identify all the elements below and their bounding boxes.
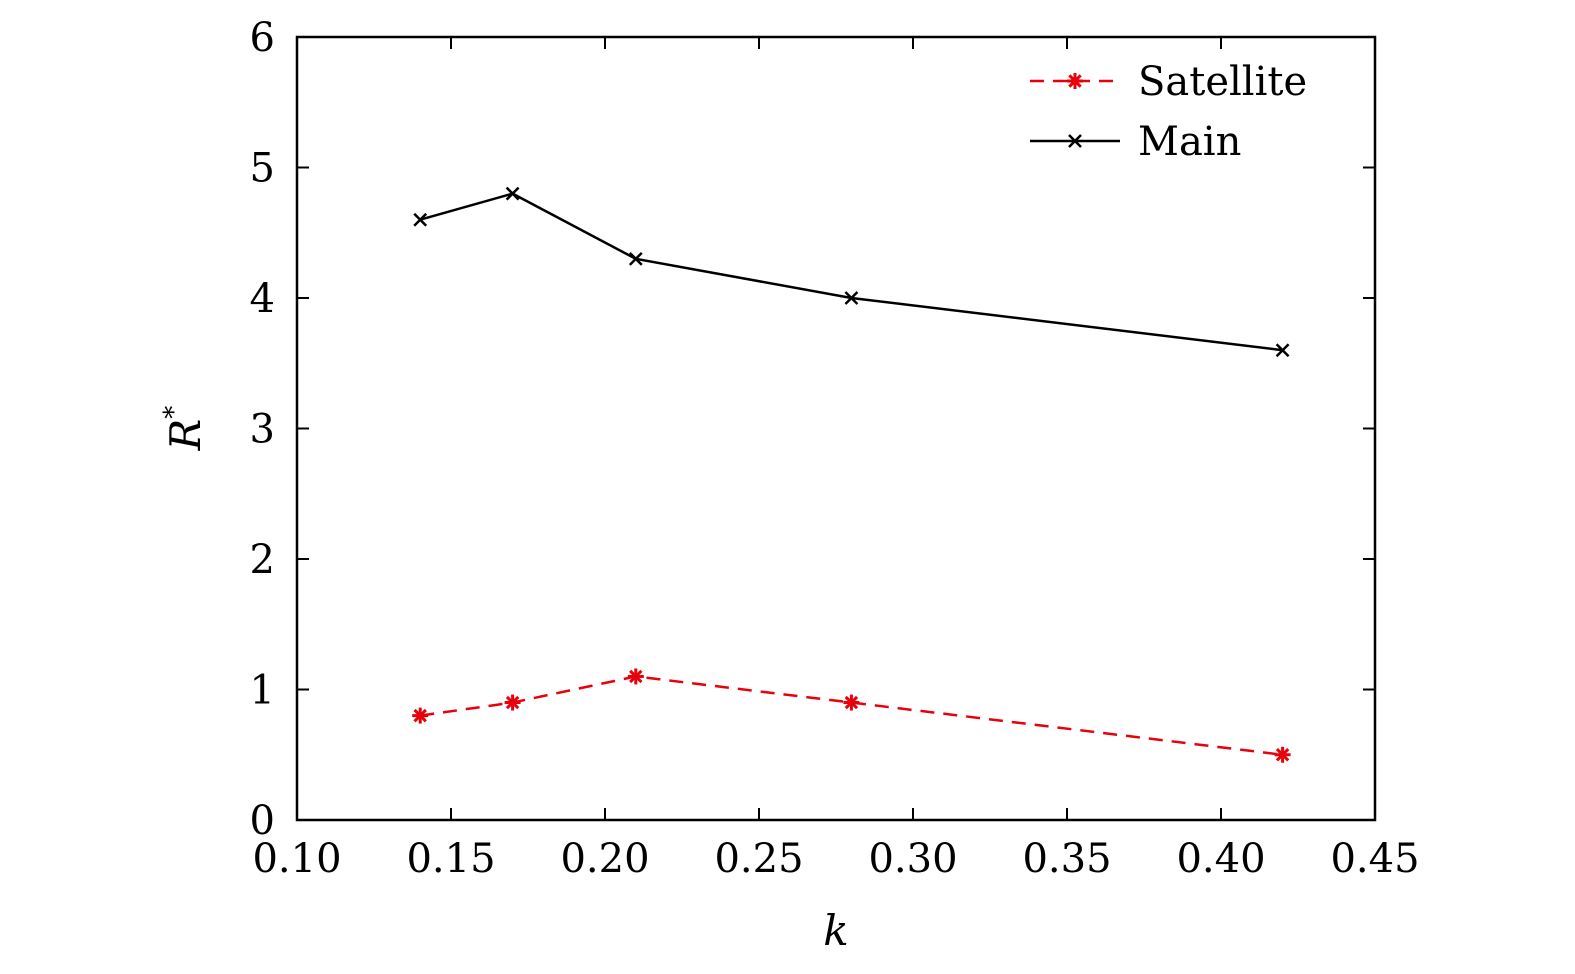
data-point-satellite [1274,746,1291,763]
x-tick-label: 0.20 [560,836,649,882]
y-axis-label-superscript: * [159,406,189,419]
y-axis-label: R [161,419,210,452]
x-tick-label: 0.40 [1176,836,1265,882]
y-tick-label: 5 [250,146,275,192]
legend-label-main: Main [1138,119,1241,165]
series-main [413,186,1290,358]
data-point-main [1275,343,1290,358]
legend-marker-main [1068,134,1082,148]
series-line-satellite [420,675,1283,756]
legend-label-satellite: Satellite [1138,59,1307,105]
y-tick-label: 1 [250,668,275,714]
x-tick-label: 0.10 [252,836,341,882]
legend-item-satellite: Satellite [1030,59,1307,105]
y-tick-label: 6 [250,15,275,61]
data-point-main [413,212,428,227]
data-point-main [844,291,859,305]
data-point-main [628,251,643,266]
y-tick-label: 2 [250,537,275,583]
data-point-satellite [504,694,521,711]
x-tick-label: 0.45 [1330,836,1419,882]
svg-text:R*: R* [159,406,210,452]
series-layer [412,186,1291,763]
x-tick-label: 0.35 [1022,836,1111,882]
x-tick-label: 0.15 [406,836,495,882]
legend-item-main: Main [1030,119,1241,165]
series-line-main [419,192,1283,352]
y-tick-label: 0 [250,798,275,844]
x-tick-label: 0.25 [714,836,803,882]
y-axis-ticks: 0 1 2 3 4 5 6 [250,15,1375,844]
data-point-main [505,186,520,201]
y-tick-label: 3 [250,407,275,453]
x-tick-label: 0.30 [868,836,957,882]
y-tick-label: 4 [250,276,275,322]
legend-marker-satellite [1067,73,1083,89]
legend: Satellite Main [1030,59,1307,165]
data-point-satellite [627,668,644,685]
x-axis-label: k [823,906,848,955]
data-point-satellite [412,707,429,724]
data-point-satellite [843,694,860,711]
series-satellite [412,668,1291,763]
x-axis-ticks: 0.10 0.15 0.20 0.25 0.30 0.35 0.40 0.45 [252,37,1420,882]
y-axis-label-group: R* [159,406,210,452]
